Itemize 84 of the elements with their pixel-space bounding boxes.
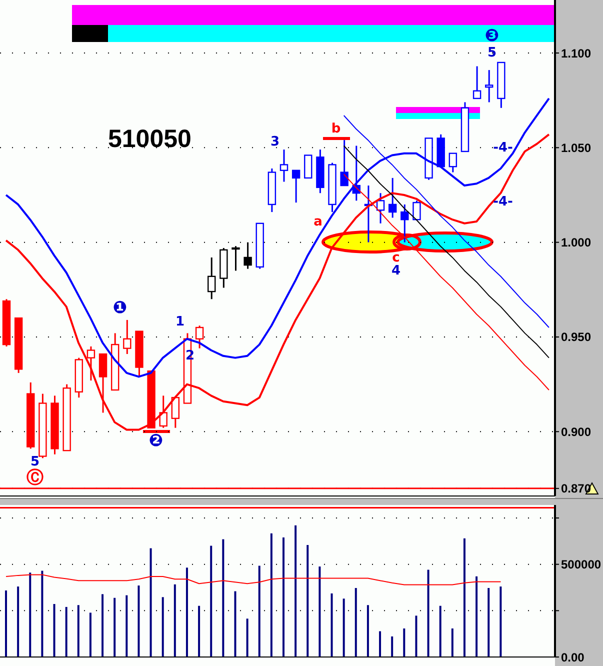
annotation: a (314, 214, 322, 230)
bar (354, 588, 357, 657)
y-tick-label: 1.000 (561, 236, 592, 250)
bar (330, 593, 333, 657)
candlestick (340, 139, 348, 186)
bar (53, 604, 56, 657)
bar (294, 525, 297, 657)
bar (258, 566, 260, 657)
bar (500, 586, 502, 657)
bar (234, 591, 236, 657)
candlestick (123, 319, 132, 355)
bar (126, 595, 128, 657)
annotation: -4- (493, 140, 513, 156)
bar (29, 572, 32, 657)
bar (439, 606, 442, 657)
annotation: ❶ (112, 298, 128, 318)
bar (427, 570, 430, 657)
bar (186, 568, 188, 657)
annotation: b (331, 122, 341, 136)
bar (210, 546, 212, 657)
annotation: c (392, 250, 400, 266)
y-tick-label: 0.900 (561, 424, 592, 439)
candlestick (448, 152, 458, 174)
bar (41, 570, 44, 657)
bar (65, 606, 68, 657)
bar (89, 612, 92, 657)
candlestick (412, 200, 421, 220)
bar (366, 605, 369, 657)
line-series (5, 97, 550, 378)
bar (451, 628, 454, 657)
bar (379, 631, 382, 657)
bar (270, 533, 272, 657)
candlestick (376, 192, 385, 224)
annotation: 5 (487, 46, 497, 60)
y-tick-label: 500000 (561, 558, 602, 572)
annotation: 5 (30, 454, 40, 470)
bar (391, 636, 394, 657)
bar (318, 566, 321, 657)
bar (17, 586, 20, 657)
candlestick (388, 177, 397, 218)
bar (102, 594, 104, 657)
annotation: 4 (391, 264, 401, 278)
candlestick (304, 154, 312, 179)
y-tick-label: 1.100 (561, 46, 592, 60)
bar (222, 539, 224, 657)
bar (162, 597, 164, 657)
bar (174, 584, 176, 657)
bar (77, 605, 80, 657)
line-series (6, 574, 502, 586)
text: 510050 (108, 125, 192, 154)
bar (463, 538, 466, 657)
candlestick (195, 324, 204, 350)
bar (150, 548, 152, 657)
candlestick (485, 69, 494, 103)
candlestick (400, 204, 409, 244)
annotation: 1 (175, 314, 185, 330)
bar (198, 606, 200, 657)
candlestick (232, 245, 240, 272)
y-tick-label: 0.00 (561, 650, 585, 664)
bar (488, 588, 490, 657)
bar (403, 628, 406, 657)
candlestick (98, 353, 108, 414)
annotation: 3 (270, 134, 280, 150)
bar (138, 585, 140, 657)
bar (342, 598, 345, 657)
annotation: Ⓒ (26, 468, 44, 488)
candlestick (292, 170, 300, 204)
bar (246, 618, 248, 657)
bar (476, 576, 478, 657)
candlestick (472, 66, 482, 100)
bar (114, 598, 116, 657)
candlestick (244, 242, 252, 270)
candlestick (280, 148, 288, 182)
candlestick (208, 256, 216, 300)
annotation: ❸ (484, 26, 500, 46)
annotation: -4- (493, 194, 513, 210)
bar (282, 537, 284, 657)
bar (415, 616, 418, 657)
bar (5, 590, 7, 657)
bar (306, 545, 309, 657)
y-tick-label: 0.950 (561, 330, 592, 344)
y-tick-label: 1.050 (561, 140, 592, 155)
candlestick (86, 346, 96, 382)
annotation: ❷ (148, 431, 164, 451)
